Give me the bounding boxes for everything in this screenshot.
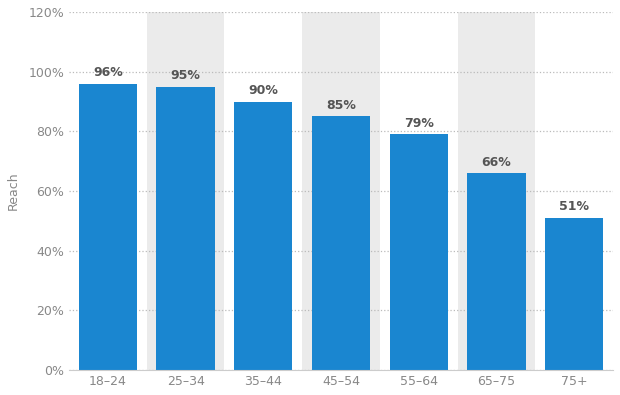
Bar <box>312 117 370 370</box>
Bar <box>458 12 535 370</box>
Text: 51%: 51% <box>559 200 589 213</box>
Text: 85%: 85% <box>326 99 356 112</box>
Bar <box>156 87 215 370</box>
Text: 96%: 96% <box>93 66 123 79</box>
Text: 95%: 95% <box>170 69 200 82</box>
Bar <box>79 84 137 370</box>
Bar <box>467 173 526 370</box>
Text: 90%: 90% <box>249 84 278 97</box>
Bar <box>302 12 380 370</box>
Bar <box>147 12 224 370</box>
Text: 79%: 79% <box>404 117 434 130</box>
Y-axis label: Reach: Reach <box>7 172 20 211</box>
Bar <box>545 218 603 370</box>
Text: 66%: 66% <box>482 156 511 169</box>
Bar <box>234 102 293 370</box>
Bar <box>389 134 448 370</box>
